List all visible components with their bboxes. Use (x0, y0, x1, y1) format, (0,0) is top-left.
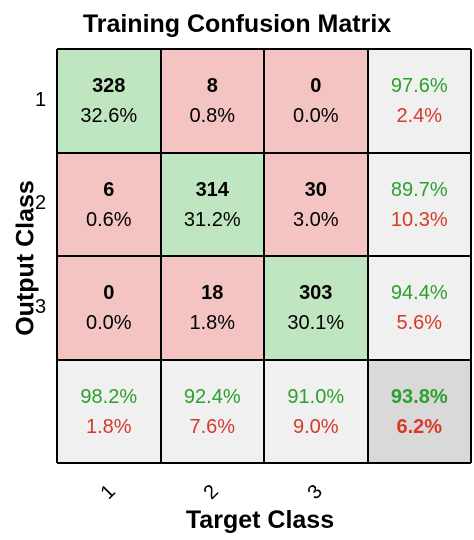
grid-line-horizontal (57, 255, 471, 257)
matrix-cell-2-3: 30 3.0% (264, 152, 368, 256)
matrix-cell-2-3-line1: 30 (304, 178, 327, 201)
matrix-cell-2-1-line2: 0.6% (85, 208, 132, 231)
row-summary-1-line1: 97.6% (390, 75, 448, 97)
matrix-cell-1-3-line1: 0 (310, 75, 322, 97)
matrix-cell-2-2: 314 31.2% (160, 152, 264, 256)
matrix-cell-3-3: 303 30.1% (264, 256, 368, 360)
col-tick-label: 3 (303, 480, 327, 504)
col-summary-2-line1: 92.4% (183, 385, 241, 408)
matrix-cell-3-1: 0 0.0% (57, 256, 161, 360)
matrix-cell-1-2-line1: 8 (206, 75, 218, 97)
matrix-cell-3-2: 18 1.8% (160, 256, 264, 360)
matrix-cell-1-2: 8 0.8% (160, 49, 264, 153)
grid-line-vertical (366, 49, 369, 463)
matrix-cell-1-1-line1: 328 (92, 75, 126, 97)
row-summary-2: 89.7% 10.3% (367, 152, 471, 256)
matrix-cell-3-2-line1: 18 (201, 282, 224, 304)
row-summary-3-line1: 94.4% (390, 282, 448, 304)
matrix-cell-2-2-line1: 314 (195, 178, 229, 201)
row-summary-2-line2: 10.3% (390, 208, 448, 231)
col-summary-1-line1: 98.2% (80, 385, 138, 408)
col-summary-1-line2: 1.8% (85, 415, 132, 438)
matrix-cell-3-3-line1: 303 (299, 282, 333, 304)
matrix-cell-1-1: 328 32.6% (57, 49, 161, 153)
grid-line-vertical (470, 49, 472, 463)
col-tick-label: 1 (96, 480, 120, 504)
matrix-cell-1-3-line2: 0.0% (292, 105, 339, 127)
grid-line-horizontal (57, 462, 471, 464)
matrix-cell-1-1-line2: 32.6% (80, 105, 138, 127)
row-tick-label: 2 (35, 192, 47, 215)
x-axis-label: Target Class (185, 506, 335, 534)
col-summary-3-line2: 9.0% (292, 415, 339, 438)
col-summary-2: 92.4% 7.6% (160, 359, 264, 463)
row-tick-label: 3 (35, 295, 47, 318)
matrix-cell-3-1-line2: 0.0% (85, 312, 132, 334)
matrix-cell-1-3: 0 0.0% (264, 49, 368, 153)
row-summary-3: 94.4% 5.6% (367, 256, 471, 360)
overall-summary: 93.8% 6.2% (367, 359, 471, 463)
matrix-cell-2-1-line1: 6 (103, 178, 115, 201)
row-summary-1: 97.6% 2.4% (367, 49, 471, 153)
overall-summary-line1: 93.8% (390, 385, 448, 408)
grid-line-horizontal (57, 358, 471, 361)
matrix-cell-2-3-line2: 3.0% (292, 208, 339, 231)
matrix-cell-3-3-line2: 30.1% (287, 312, 345, 334)
col-summary-1: 98.2% 1.8% (57, 359, 161, 463)
matrix-cell-3-1-line1: 0 (103, 282, 115, 304)
matrix-cell-1-2-line2: 0.8% (189, 105, 236, 127)
matrix-cell-3-2-line2: 1.8% (189, 312, 236, 334)
chart-title: Training Confusion Matrix (82, 10, 392, 38)
col-tick-label: 2 (199, 480, 224, 504)
overall-summary-line2: 6.2% (396, 415, 443, 438)
matrix-cell-2-1: 6 0.6% (57, 152, 161, 256)
row-tick-label: 1 (35, 88, 47, 111)
row-summary-3-line2: 5.6% (396, 312, 443, 334)
col-summary-3-line1: 91.0% (287, 385, 345, 408)
row-summary-2-line1: 89.7% (390, 178, 448, 201)
col-summary-2-line2: 7.6% (189, 415, 236, 438)
col-summary-3: 91.0% 9.0% (264, 359, 368, 463)
matrix-cell-2-2-line2: 31.2% (183, 208, 241, 231)
row-summary-1-line2: 2.4% (396, 105, 443, 127)
